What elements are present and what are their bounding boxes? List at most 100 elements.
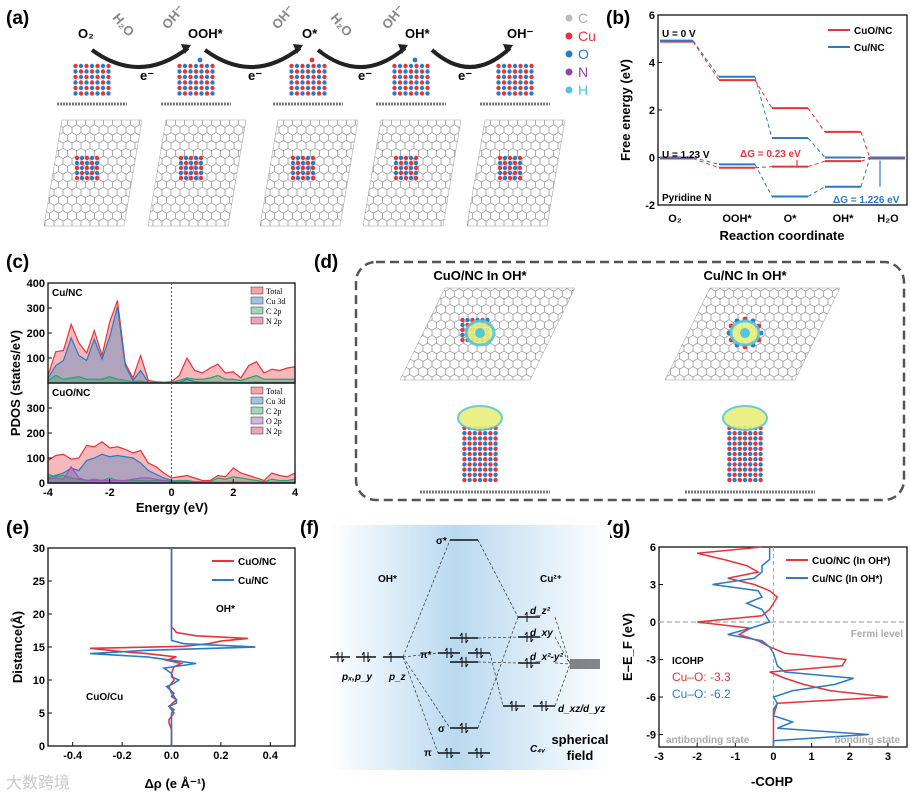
atom xyxy=(488,472,493,477)
atom xyxy=(462,441,467,446)
atom xyxy=(300,165,306,171)
atom xyxy=(467,451,472,457)
atom xyxy=(198,175,204,181)
atom xyxy=(732,477,737,483)
atom xyxy=(523,80,529,85)
spin-down-arrow-icon xyxy=(465,633,469,644)
atom xyxy=(467,477,472,483)
label-pi: π xyxy=(424,748,432,759)
atom xyxy=(316,69,322,74)
atom xyxy=(78,63,84,69)
species-oh-minus: OH⁻ xyxy=(507,26,534,41)
label-field: field xyxy=(567,748,594,763)
atom xyxy=(289,85,294,91)
atom xyxy=(182,85,188,91)
atom xyxy=(311,69,316,74)
atom xyxy=(496,69,501,74)
atom xyxy=(732,446,737,451)
atom xyxy=(392,91,397,96)
charge-density-core xyxy=(740,328,750,338)
arrowhead-icon xyxy=(503,44,513,54)
atom xyxy=(188,160,194,166)
reaction-arrow xyxy=(430,46,512,69)
spin-down-arrow-icon xyxy=(341,652,345,663)
x-tick-label: -0.2 xyxy=(113,750,132,762)
atom xyxy=(477,457,483,462)
atom xyxy=(501,91,507,96)
atom xyxy=(204,74,210,80)
legend-label: Cu 3d xyxy=(266,397,285,406)
atom xyxy=(727,441,732,446)
atom xyxy=(398,165,404,171)
spin-up-arrow-icon xyxy=(459,632,463,643)
atom xyxy=(488,441,493,446)
atom xyxy=(94,160,100,166)
atom xyxy=(398,160,404,166)
spin-up-arrow-icon xyxy=(444,647,448,658)
atom xyxy=(727,446,732,451)
atom xyxy=(732,431,737,436)
atom xyxy=(758,451,763,457)
atom xyxy=(204,91,210,96)
atom xyxy=(529,63,534,69)
atom xyxy=(517,155,523,161)
atom xyxy=(507,80,512,85)
spin-up-arrow-icon xyxy=(459,722,463,733)
atom xyxy=(727,457,732,462)
correlation-line xyxy=(554,663,571,707)
atom xyxy=(193,160,199,166)
atom xyxy=(397,69,403,74)
atom xyxy=(94,155,100,161)
legend-atom-icon xyxy=(564,13,574,23)
atom xyxy=(300,69,305,74)
connector-line xyxy=(860,158,871,162)
atom xyxy=(300,74,305,80)
legend-label: H xyxy=(578,82,588,98)
x-axis-label: Energy (eV) xyxy=(136,500,208,515)
title-cu-nc: Cu/NC In OH* xyxy=(703,268,787,283)
atom xyxy=(477,467,483,472)
atom xyxy=(732,457,737,462)
atom xyxy=(89,170,95,176)
atom xyxy=(512,63,518,69)
label-pi-star: π* xyxy=(420,650,432,661)
reaction-arrow xyxy=(90,46,190,69)
atom xyxy=(393,165,399,171)
atom xyxy=(316,85,322,91)
atom xyxy=(177,74,182,80)
annotation-site: Pyridine N xyxy=(662,193,711,204)
atom xyxy=(748,451,753,457)
atom xyxy=(518,91,523,96)
atom xyxy=(100,80,106,85)
atom xyxy=(178,160,184,166)
atom xyxy=(106,91,111,96)
atom xyxy=(518,74,523,80)
x-tick-label: -3 xyxy=(654,751,664,763)
atom xyxy=(753,436,758,441)
atom xyxy=(753,451,758,457)
atom xyxy=(188,80,193,85)
reaction-arrow xyxy=(203,46,302,69)
atom xyxy=(748,462,753,467)
atom xyxy=(483,441,488,446)
connector-line xyxy=(692,41,720,81)
atom xyxy=(403,91,408,96)
atom xyxy=(204,69,210,74)
atom xyxy=(188,63,193,69)
atom xyxy=(74,175,80,181)
atom xyxy=(289,63,294,69)
atom xyxy=(501,69,507,74)
atom xyxy=(493,462,498,467)
atom xyxy=(210,69,215,74)
atom xyxy=(100,69,106,74)
atom xyxy=(523,85,529,91)
y-axis-label: E–E_F (eV) xyxy=(620,613,635,681)
x-tick-label: 0 xyxy=(770,751,776,763)
atom xyxy=(523,63,529,69)
atom xyxy=(732,467,737,472)
y-tick-label: 300 xyxy=(27,403,45,415)
atom xyxy=(497,170,503,176)
atom xyxy=(425,91,430,96)
legend-cu-nc: Cu/NC (In OH*) xyxy=(812,574,883,585)
atom xyxy=(89,165,95,171)
